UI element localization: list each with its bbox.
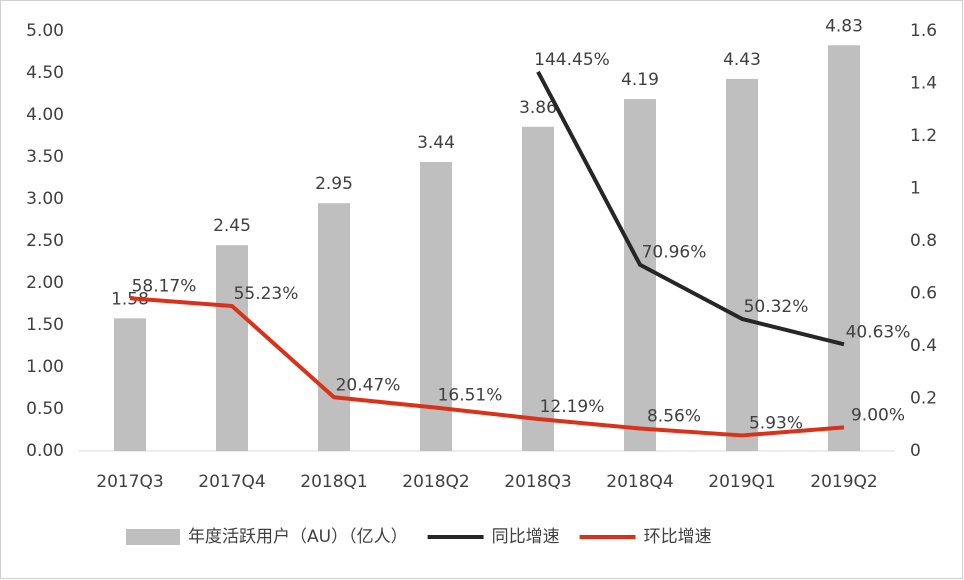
bar — [114, 318, 146, 451]
line-value-label: 8.56% — [647, 407, 701, 427]
x-tick-label: 2017Q3 — [96, 472, 163, 492]
x-tick-label: 2019Q2 — [810, 472, 877, 492]
x-tick-label: 2018Q3 — [504, 472, 571, 492]
bar-value-label: 4.83 — [825, 16, 863, 36]
y-tick-label: 2.00 — [26, 273, 64, 293]
line-value-label: 40.63% — [846, 322, 911, 342]
line-value-label: 16.51% — [438, 386, 503, 406]
line-value-label: 20.47% — [336, 375, 401, 395]
y2-tick-label: 1 — [910, 179, 921, 199]
y-tick-label: 3.50 — [26, 147, 64, 167]
x-tick-label: 2019Q1 — [708, 472, 775, 492]
bar — [216, 245, 248, 451]
line-value-label: 9.00% — [851, 405, 905, 425]
y2-tick-label: 0.2 — [910, 389, 937, 409]
line — [129, 296, 845, 438]
bar — [624, 99, 656, 451]
bar-value-label: 2.95 — [315, 174, 353, 194]
bar — [726, 78, 758, 451]
y2-tick-label: 1.2 — [910, 126, 937, 146]
y-tick-label: 0.00 — [26, 441, 64, 461]
line-value-label: 50.32% — [744, 297, 809, 317]
y-tick-label: 2.50 — [26, 231, 64, 251]
y2-tick-label: 0.8 — [910, 231, 937, 251]
x-tick-label: 2017Q4 — [198, 472, 265, 492]
line-value-label: 5.93% — [749, 413, 803, 433]
legend-label: 同比增速 — [492, 527, 560, 547]
y2-tick-label: 0.4 — [910, 336, 937, 356]
y-tick-label: 3.00 — [26, 189, 64, 209]
x-tick-label: 2018Q1 — [300, 472, 367, 492]
y-tick-label: 4.50 — [26, 63, 64, 83]
bar — [318, 203, 350, 451]
line — [536, 70, 845, 347]
legend-swatch — [126, 529, 180, 545]
bar-value-label: 2.45 — [213, 216, 251, 236]
x-tick-label: 2018Q2 — [402, 472, 469, 492]
bar — [522, 126, 554, 451]
y-tick-label: 1.50 — [26, 315, 64, 335]
y-tick-label: 5.00 — [26, 21, 64, 41]
y2-tick-label: 0.6 — [910, 284, 937, 304]
bar-value-label: 4.19 — [621, 70, 659, 90]
bar-value-label: 3.86 — [519, 98, 557, 118]
line-value-label: 12.19% — [540, 397, 605, 417]
bar — [420, 162, 452, 452]
line-value-label: 55.23% — [234, 284, 299, 304]
y-tick-label: 1.00 — [26, 357, 64, 377]
y-tick-label: 4.00 — [26, 105, 64, 125]
line-value-label: 70.96% — [642, 243, 707, 263]
line-value-label: 58.17% — [132, 276, 197, 296]
x-tick-label: 2018Q4 — [606, 472, 673, 492]
y2-tick-label: 1.4 — [910, 74, 937, 94]
y2-tick-label: 0 — [910, 441, 921, 461]
bar — [828, 45, 860, 451]
y2-tick-label: 1.6 — [910, 21, 937, 41]
y-tick-label: 0.50 — [26, 399, 64, 419]
bar-value-label: 3.44 — [417, 133, 455, 153]
legend-label: 环比增速 — [644, 527, 712, 547]
line-value-label: 144.45% — [534, 50, 610, 70]
bar-value-label: 4.43 — [723, 50, 761, 70]
legend-label: 年度活跃用户（AU）（亿人） — [188, 527, 408, 547]
